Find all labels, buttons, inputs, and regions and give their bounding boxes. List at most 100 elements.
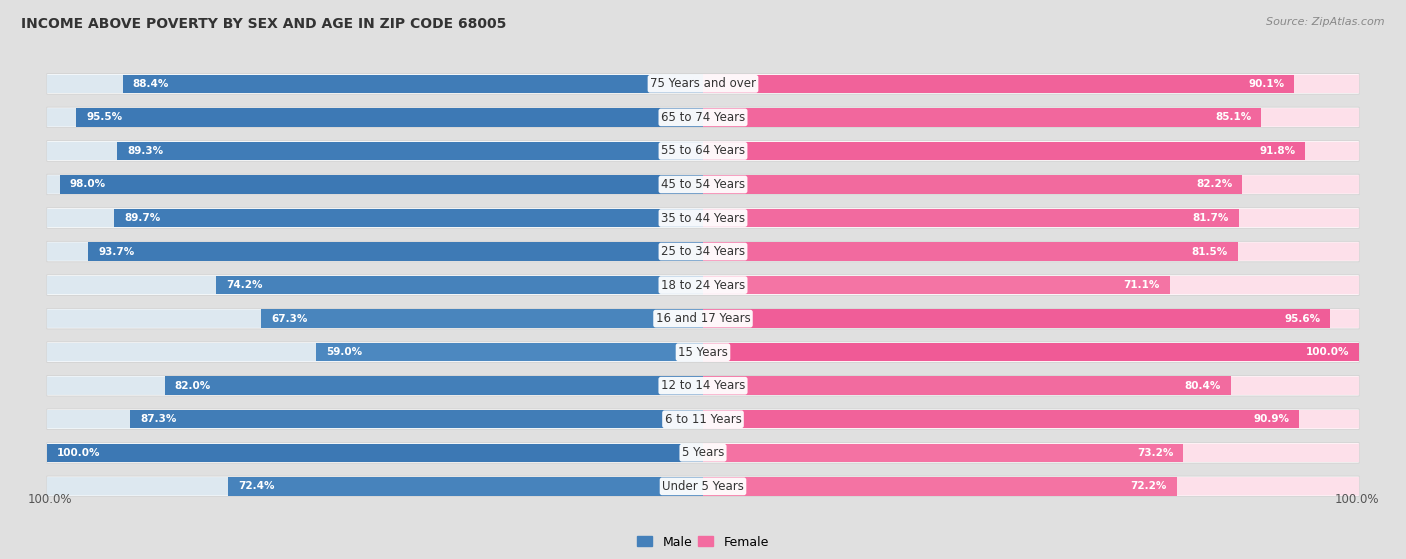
- Bar: [114, 209, 703, 227]
- Bar: [89, 243, 703, 260]
- FancyBboxPatch shape: [46, 310, 703, 328]
- Text: INCOME ABOVE POVERTY BY SEX AND AGE IN ZIP CODE 68005: INCOME ABOVE POVERTY BY SEX AND AGE IN Z…: [21, 17, 506, 31]
- FancyBboxPatch shape: [703, 175, 1360, 193]
- Text: 75 Years and over: 75 Years and over: [650, 77, 756, 91]
- FancyBboxPatch shape: [46, 444, 703, 462]
- FancyBboxPatch shape: [46, 376, 1360, 396]
- Text: 16 and 17 Years: 16 and 17 Years: [655, 312, 751, 325]
- FancyBboxPatch shape: [46, 343, 703, 362]
- Text: 72.2%: 72.2%: [1130, 481, 1167, 491]
- Text: 82.0%: 82.0%: [174, 381, 211, 391]
- Text: 100.0%: 100.0%: [56, 448, 100, 458]
- Text: 80.4%: 80.4%: [1184, 381, 1220, 391]
- Text: Source: ZipAtlas.com: Source: ZipAtlas.com: [1267, 17, 1385, 27]
- Text: 89.3%: 89.3%: [127, 146, 163, 156]
- FancyBboxPatch shape: [46, 74, 703, 93]
- FancyBboxPatch shape: [46, 174, 1360, 195]
- Bar: [122, 74, 703, 93]
- Bar: [316, 343, 703, 362]
- Text: 25 to 34 Years: 25 to 34 Years: [661, 245, 745, 258]
- Bar: [703, 444, 1184, 462]
- Text: 65 to 74 Years: 65 to 74 Years: [661, 111, 745, 124]
- FancyBboxPatch shape: [46, 141, 1360, 161]
- Legend: Male, Female: Male, Female: [633, 530, 773, 553]
- FancyBboxPatch shape: [46, 410, 703, 429]
- Bar: [60, 175, 703, 193]
- Text: 82.2%: 82.2%: [1197, 179, 1233, 190]
- Text: 98.0%: 98.0%: [70, 179, 105, 190]
- Text: 100.0%: 100.0%: [1306, 347, 1350, 357]
- Bar: [165, 377, 703, 395]
- Bar: [703, 175, 1243, 193]
- Text: Under 5 Years: Under 5 Years: [662, 480, 744, 493]
- FancyBboxPatch shape: [46, 241, 1360, 262]
- FancyBboxPatch shape: [46, 175, 703, 193]
- FancyBboxPatch shape: [703, 108, 1360, 126]
- FancyBboxPatch shape: [46, 476, 1360, 496]
- Bar: [703, 343, 1360, 362]
- Bar: [117, 142, 703, 160]
- FancyBboxPatch shape: [703, 410, 1360, 429]
- FancyBboxPatch shape: [46, 208, 1360, 228]
- Text: 90.9%: 90.9%: [1254, 414, 1289, 424]
- FancyBboxPatch shape: [46, 142, 703, 160]
- FancyBboxPatch shape: [703, 377, 1360, 395]
- FancyBboxPatch shape: [703, 243, 1360, 260]
- Text: 45 to 54 Years: 45 to 54 Years: [661, 178, 745, 191]
- FancyBboxPatch shape: [703, 477, 1360, 496]
- Bar: [703, 243, 1237, 260]
- Bar: [703, 377, 1230, 395]
- Text: 100.0%: 100.0%: [1334, 494, 1379, 506]
- FancyBboxPatch shape: [46, 477, 703, 496]
- Bar: [703, 142, 1305, 160]
- Text: 6 to 11 Years: 6 to 11 Years: [665, 413, 741, 426]
- Bar: [262, 310, 703, 328]
- Text: 85.1%: 85.1%: [1215, 112, 1251, 122]
- FancyBboxPatch shape: [703, 310, 1360, 328]
- Text: 90.1%: 90.1%: [1249, 79, 1284, 89]
- FancyBboxPatch shape: [46, 443, 1360, 463]
- Text: 35 to 44 Years: 35 to 44 Years: [661, 211, 745, 225]
- FancyBboxPatch shape: [46, 309, 1360, 329]
- FancyBboxPatch shape: [46, 342, 1360, 362]
- FancyBboxPatch shape: [703, 343, 1360, 362]
- FancyBboxPatch shape: [46, 276, 703, 294]
- FancyBboxPatch shape: [703, 142, 1360, 160]
- Text: 74.2%: 74.2%: [226, 280, 263, 290]
- Text: 87.3%: 87.3%: [141, 414, 176, 424]
- Text: 95.6%: 95.6%: [1284, 314, 1320, 324]
- Bar: [703, 276, 1170, 294]
- FancyBboxPatch shape: [703, 74, 1360, 93]
- Text: 95.5%: 95.5%: [86, 112, 122, 122]
- FancyBboxPatch shape: [46, 409, 1360, 429]
- Bar: [76, 108, 703, 126]
- FancyBboxPatch shape: [46, 107, 1360, 127]
- FancyBboxPatch shape: [703, 209, 1360, 227]
- FancyBboxPatch shape: [46, 108, 703, 126]
- Bar: [703, 108, 1261, 126]
- FancyBboxPatch shape: [703, 276, 1360, 294]
- Text: 18 to 24 Years: 18 to 24 Years: [661, 278, 745, 292]
- Bar: [703, 410, 1299, 429]
- Bar: [46, 444, 703, 462]
- Text: 5 Years: 5 Years: [682, 446, 724, 459]
- Bar: [703, 74, 1294, 93]
- Bar: [703, 310, 1330, 328]
- FancyBboxPatch shape: [46, 243, 703, 260]
- Text: 88.4%: 88.4%: [132, 79, 169, 89]
- Text: 91.8%: 91.8%: [1260, 146, 1295, 156]
- Text: 67.3%: 67.3%: [271, 314, 308, 324]
- FancyBboxPatch shape: [703, 444, 1360, 462]
- Bar: [703, 209, 1239, 227]
- FancyBboxPatch shape: [46, 74, 1360, 94]
- Text: 89.7%: 89.7%: [124, 213, 160, 223]
- Text: 12 to 14 Years: 12 to 14 Years: [661, 379, 745, 392]
- Bar: [217, 276, 703, 294]
- FancyBboxPatch shape: [46, 377, 703, 395]
- Text: 55 to 64 Years: 55 to 64 Years: [661, 144, 745, 158]
- Text: 81.5%: 81.5%: [1192, 247, 1227, 257]
- Text: 59.0%: 59.0%: [326, 347, 361, 357]
- Text: 93.7%: 93.7%: [98, 247, 135, 257]
- Text: 72.4%: 72.4%: [238, 481, 274, 491]
- Bar: [703, 477, 1177, 496]
